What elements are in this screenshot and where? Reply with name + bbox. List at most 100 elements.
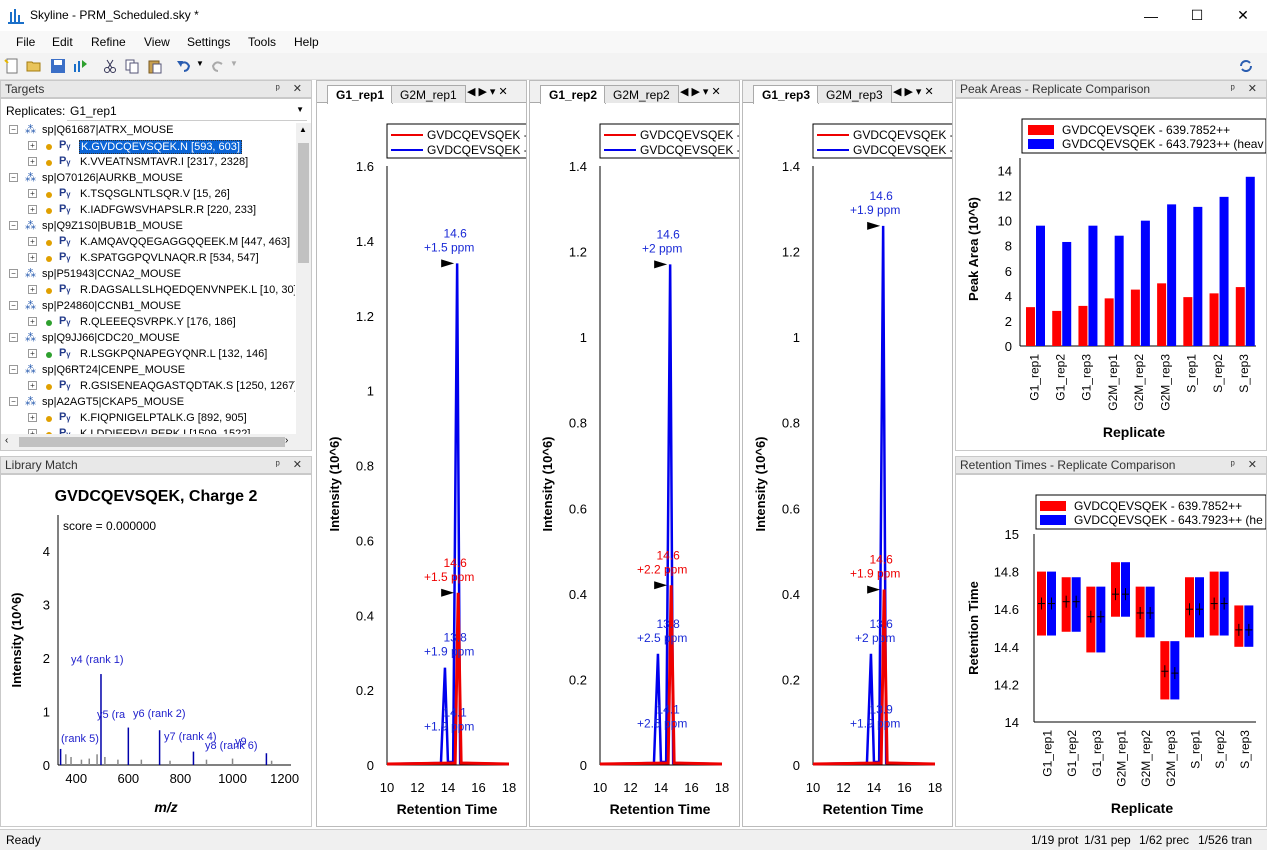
x-axis-label: Retention Time xyxy=(823,801,924,817)
tab-navigation-icon[interactable]: ◀▶▾✕ xyxy=(467,86,511,98)
legend-label: GVDCQEVSQEK - 643.7923++ (he xyxy=(1074,513,1263,527)
collapse-icon[interactable]: − xyxy=(9,221,18,230)
expand-icon[interactable]: + xyxy=(28,317,37,326)
tree-label: K.TSQSGLNTLSQR.V [15, 26] xyxy=(80,188,230,200)
y-tick-label: 1.4 xyxy=(356,234,374,249)
expand-icon[interactable]: + xyxy=(28,285,37,294)
pane-pin-close-icon[interactable]: ᵖ ✕ xyxy=(1230,83,1262,95)
chromatogram-chart: GVDCQEVSQEK -GVDCQEVSQEK - 0 0.2 0.4 0.6 0.8 1… xyxy=(753,123,952,817)
menu-help[interactable]: Help xyxy=(294,35,319,49)
expand-icon[interactable]: + xyxy=(28,189,37,198)
expand-icon[interactable]: + xyxy=(28,349,37,358)
redo-dropdown-icon[interactable]: ▼ xyxy=(230,59,238,68)
legend-swatch-red xyxy=(1028,125,1054,135)
expand-icon[interactable]: + xyxy=(28,237,37,246)
legend-label: GVDCQEVSQEK - 643.7923++ (heav xyxy=(1062,137,1263,151)
chevron-down-icon: ▼ xyxy=(296,105,304,114)
tab-strip: G1_rep2 G2M_rep2 ◀▶▾✕ xyxy=(530,81,739,104)
x-tick-label: G2M_rep1 xyxy=(1115,730,1129,787)
expand-icon[interactable]: + xyxy=(28,381,37,390)
tab-replicate[interactable]: G1_rep2 xyxy=(540,85,607,104)
scroll-up-icon[interactable]: ▲ xyxy=(299,125,307,134)
menu-refine[interactable]: Refine xyxy=(91,35,126,49)
y-tick-label: 0.4 xyxy=(782,587,800,602)
scroll-left-icon[interactable]: ‹ xyxy=(5,435,9,446)
x-tick-label: 14 xyxy=(867,780,881,795)
save-icon[interactable] xyxy=(50,58,66,74)
expand-icon[interactable]: + xyxy=(28,429,37,434)
x-tick-label: G2M_rep3 xyxy=(1164,730,1178,787)
collapse-icon[interactable]: − xyxy=(9,269,18,278)
y-tick-label: 0 xyxy=(580,758,587,773)
new-document-icon[interactable] xyxy=(4,58,20,74)
tab-navigation-icon[interactable]: ◀▶▾✕ xyxy=(893,86,937,98)
tab-replicate[interactable]: G1_rep1 xyxy=(327,85,394,104)
y-tick-label: 4 xyxy=(1005,289,1012,304)
close-button[interactable]: ✕ xyxy=(1237,7,1249,23)
menu-tools[interactable]: Tools xyxy=(248,35,277,49)
peak-ppm-label: +2.5 ppm xyxy=(637,631,687,645)
ion-label: y6 (rank 2) xyxy=(133,708,186,720)
expand-icon[interactable]: + xyxy=(28,413,37,422)
collapse-icon[interactable]: − xyxy=(9,301,18,310)
x-tick-label: 10 xyxy=(380,780,394,795)
redo-icon[interactable] xyxy=(210,58,226,74)
tab-replicate[interactable]: G2M_rep1 xyxy=(391,85,466,103)
paste-icon[interactable] xyxy=(147,58,163,74)
minimize-button[interactable]: — xyxy=(1144,7,1158,24)
replicate-select[interactable]: G1_rep1 ▼ xyxy=(67,101,307,121)
hscroll-thumb[interactable] xyxy=(19,437,285,447)
tree-label: sp|Q9Z1S0|BUB1B_MOUSE xyxy=(42,220,183,232)
tree-label: K.AMQAVQQEGAGGQQEEK.M [447, 463] xyxy=(80,236,291,248)
expand-icon[interactable]: + xyxy=(28,253,37,262)
peak-marker-icon xyxy=(441,588,455,597)
tree-label: K.IADFGWSVHAPSLR.R [220, 233] xyxy=(80,204,257,216)
bar xyxy=(1183,297,1193,346)
tree-vertical-scrollbar[interactable]: ▲ xyxy=(296,123,311,434)
copy-icon[interactable] xyxy=(124,58,140,74)
expand-icon[interactable]: + xyxy=(28,141,37,150)
scroll-thumb[interactable] xyxy=(298,143,309,263)
bar xyxy=(1088,225,1098,346)
chromatogram-area: G1_rep1 G2M_rep1 ◀▶▾✕ GVDCQEVSQEK - GVDCQEVS… xyxy=(316,80,953,827)
collapse-icon[interactable]: − xyxy=(9,173,18,182)
tree-label: sp|Q61687|ATRX_MOUSE xyxy=(42,124,174,136)
tree-label: sp|P24860|CCNB1_MOUSE xyxy=(42,300,181,312)
expand-icon[interactable]: + xyxy=(28,205,37,214)
collapse-icon[interactable]: − xyxy=(9,397,18,406)
tab-replicate[interactable]: G1_rep3 xyxy=(753,85,820,104)
undo-dropdown-icon[interactable]: ▼ xyxy=(196,59,204,68)
collapse-icon[interactable]: − xyxy=(9,125,18,134)
menu-settings[interactable]: Settings xyxy=(187,35,231,49)
tab-navigation-icon[interactable]: ◀▶▾✕ xyxy=(680,86,724,98)
menu-file[interactable]: File xyxy=(16,35,36,49)
menu-view[interactable]: View xyxy=(144,35,170,49)
scroll-right-icon[interactable]: › xyxy=(285,435,289,446)
collapse-icon[interactable]: − xyxy=(9,333,18,342)
maximize-button[interactable]: ☐ xyxy=(1190,7,1204,23)
sync-icon[interactable] xyxy=(1238,58,1254,74)
pane-pin-close-icon[interactable]: ᵖ ✕ xyxy=(275,459,307,471)
collapse-icon[interactable]: − xyxy=(9,365,18,374)
tab-replicate[interactable]: G2M_rep2 xyxy=(604,85,679,103)
peptide-icon: Pᵧ xyxy=(59,187,71,199)
pane-pin-close-icon[interactable]: ᵖ ✕ xyxy=(275,83,307,95)
pane-pin-close-icon[interactable]: ᵖ ✕ xyxy=(1230,459,1262,471)
open-folder-icon[interactable] xyxy=(26,58,42,74)
tab-replicate[interactable]: G2M_rep3 xyxy=(817,85,892,103)
tree-horizontal-scrollbar[interactable]: ‹ › xyxy=(1,434,311,450)
import-results-icon[interactable] xyxy=(72,58,88,74)
bar xyxy=(1219,196,1229,346)
status-dot-icon xyxy=(46,144,52,150)
peak-ppm-label: +2 ppm xyxy=(855,631,895,645)
y-axis-label: Retention Time xyxy=(966,581,981,675)
menu-edit[interactable]: Edit xyxy=(52,35,73,49)
cut-icon[interactable] xyxy=(102,58,118,74)
x-axis-label: Replicate xyxy=(1111,800,1173,816)
undo-icon[interactable] xyxy=(176,58,192,74)
tree-label: R.LSGKPQNAPEGYQNR.L [132, 146] xyxy=(80,348,268,360)
x-tick-label: 18 xyxy=(502,780,516,795)
x-tick-label: 400 xyxy=(65,771,87,786)
expand-icon[interactable]: + xyxy=(28,157,37,166)
legend-box xyxy=(1035,494,1267,530)
